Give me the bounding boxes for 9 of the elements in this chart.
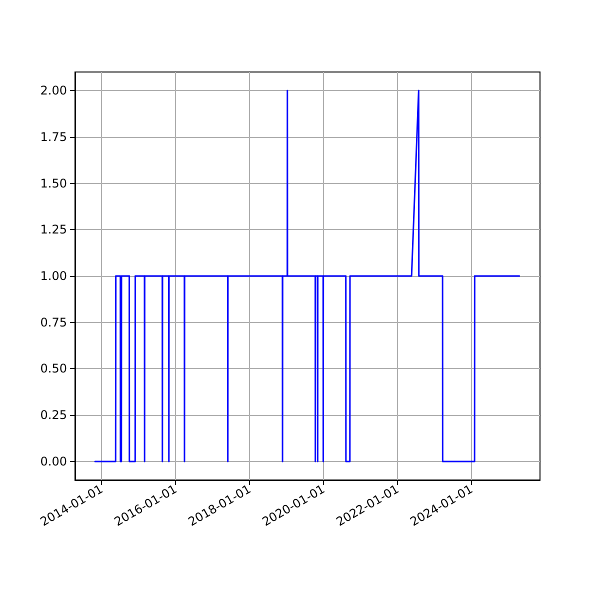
y-tick-label: 1.50 — [40, 176, 67, 190]
y-tick-label: 0.75 — [40, 315, 67, 330]
y-tick-label: 1.25 — [40, 222, 67, 237]
y-tick-label: 0.50 — [40, 362, 67, 376]
y-tick-label: 0.00 — [40, 454, 67, 468]
y-tick-label: 2.00 — [40, 84, 67, 98]
y-tick-label: 1.00 — [40, 269, 67, 283]
y-tick-label: 1.75 — [40, 130, 67, 144]
y-tick-label: 0.25 — [40, 408, 67, 422]
